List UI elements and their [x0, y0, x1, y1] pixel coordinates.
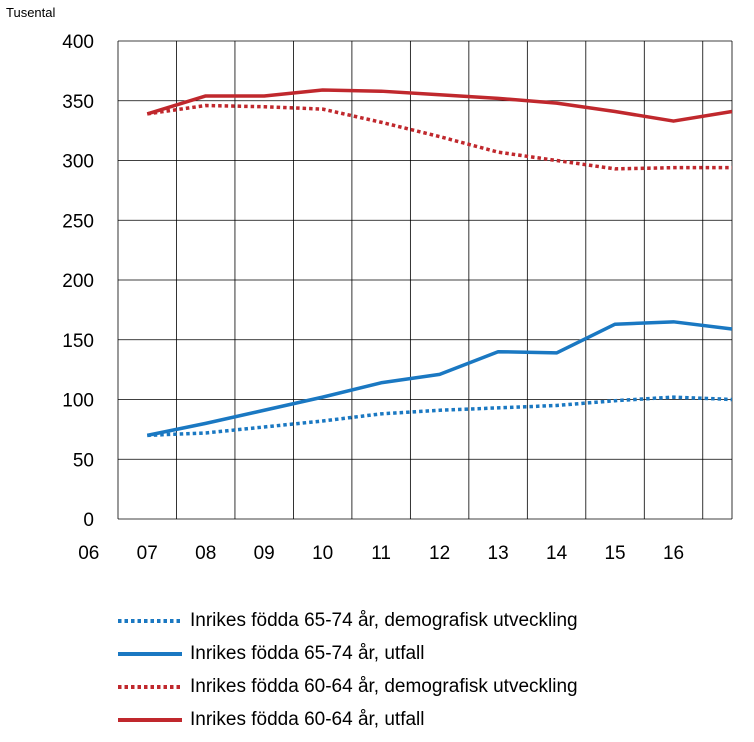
legend-item: Inrikes födda 65-74 år, demografisk utve…	[118, 604, 578, 637]
legend-item: Inrikes födda 60-64 år, utfall	[118, 703, 578, 736]
y-tick-label: 150	[62, 331, 94, 352]
x-tick-label: 06	[78, 543, 99, 564]
y-tick-label: 250	[62, 211, 94, 232]
x-tick-label: 12	[429, 543, 450, 564]
x-tick-label: 16	[663, 543, 684, 564]
legend: Inrikes födda 65-74 år, demografisk utve…	[118, 604, 578, 736]
legend-item: Inrikes födda 60-64 år, demografisk utve…	[118, 670, 578, 703]
x-tick-label: 14	[546, 543, 568, 564]
series-line-4	[146, 88, 733, 123]
series-lines	[146, 88, 733, 438]
grid	[117, 40, 733, 520]
legend-swatch	[118, 651, 182, 656]
legend-swatch	[118, 618, 182, 623]
legend-swatch	[118, 684, 182, 689]
unit-label: Tusental	[6, 5, 55, 20]
legend-label: Inrikes födda 60-64 år, demografisk utve…	[190, 675, 578, 697]
legend-label: Inrikes födda 65-74 år, utfall	[190, 642, 425, 664]
series-line-3	[146, 103, 732, 171]
y-tick-label: 50	[73, 450, 94, 471]
y-axis-ticks: 0 50 100 150 200 250 300 350 400	[62, 32, 94, 531]
line-chart: Tusental 0 50 100 150 200 250 300 350 400 06 07 08…	[6, 5, 733, 564]
y-tick-label: 200	[62, 271, 94, 292]
x-tick-label: 11	[371, 543, 391, 564]
legend-item: Inrikes födda 65-74 år, utfall	[118, 637, 578, 670]
y-tick-label: 400	[62, 32, 94, 53]
y-tick-label: 100	[62, 391, 94, 412]
legend-swatch	[118, 717, 182, 722]
y-tick-label: 300	[62, 152, 94, 173]
x-axis-ticks: 06 07 08 09 10 11 12 13 14 15 16	[78, 543, 684, 564]
legend-label: Inrikes födda 65-74 år, demografisk utve…	[190, 609, 578, 631]
series-line-1	[147, 395, 733, 438]
legend-label: Inrikes födda 60-64 år, utfall	[190, 708, 425, 730]
x-tick-label: 08	[195, 543, 216, 564]
x-tick-label: 10	[312, 543, 333, 564]
x-tick-label: 15	[604, 543, 625, 564]
series-line-2	[146, 320, 733, 438]
x-tick-label: 09	[254, 543, 275, 564]
x-tick-label: 13	[488, 543, 509, 564]
x-tick-label: 07	[137, 543, 158, 564]
y-tick-label: 0	[83, 510, 94, 531]
y-tick-label: 350	[62, 92, 94, 113]
